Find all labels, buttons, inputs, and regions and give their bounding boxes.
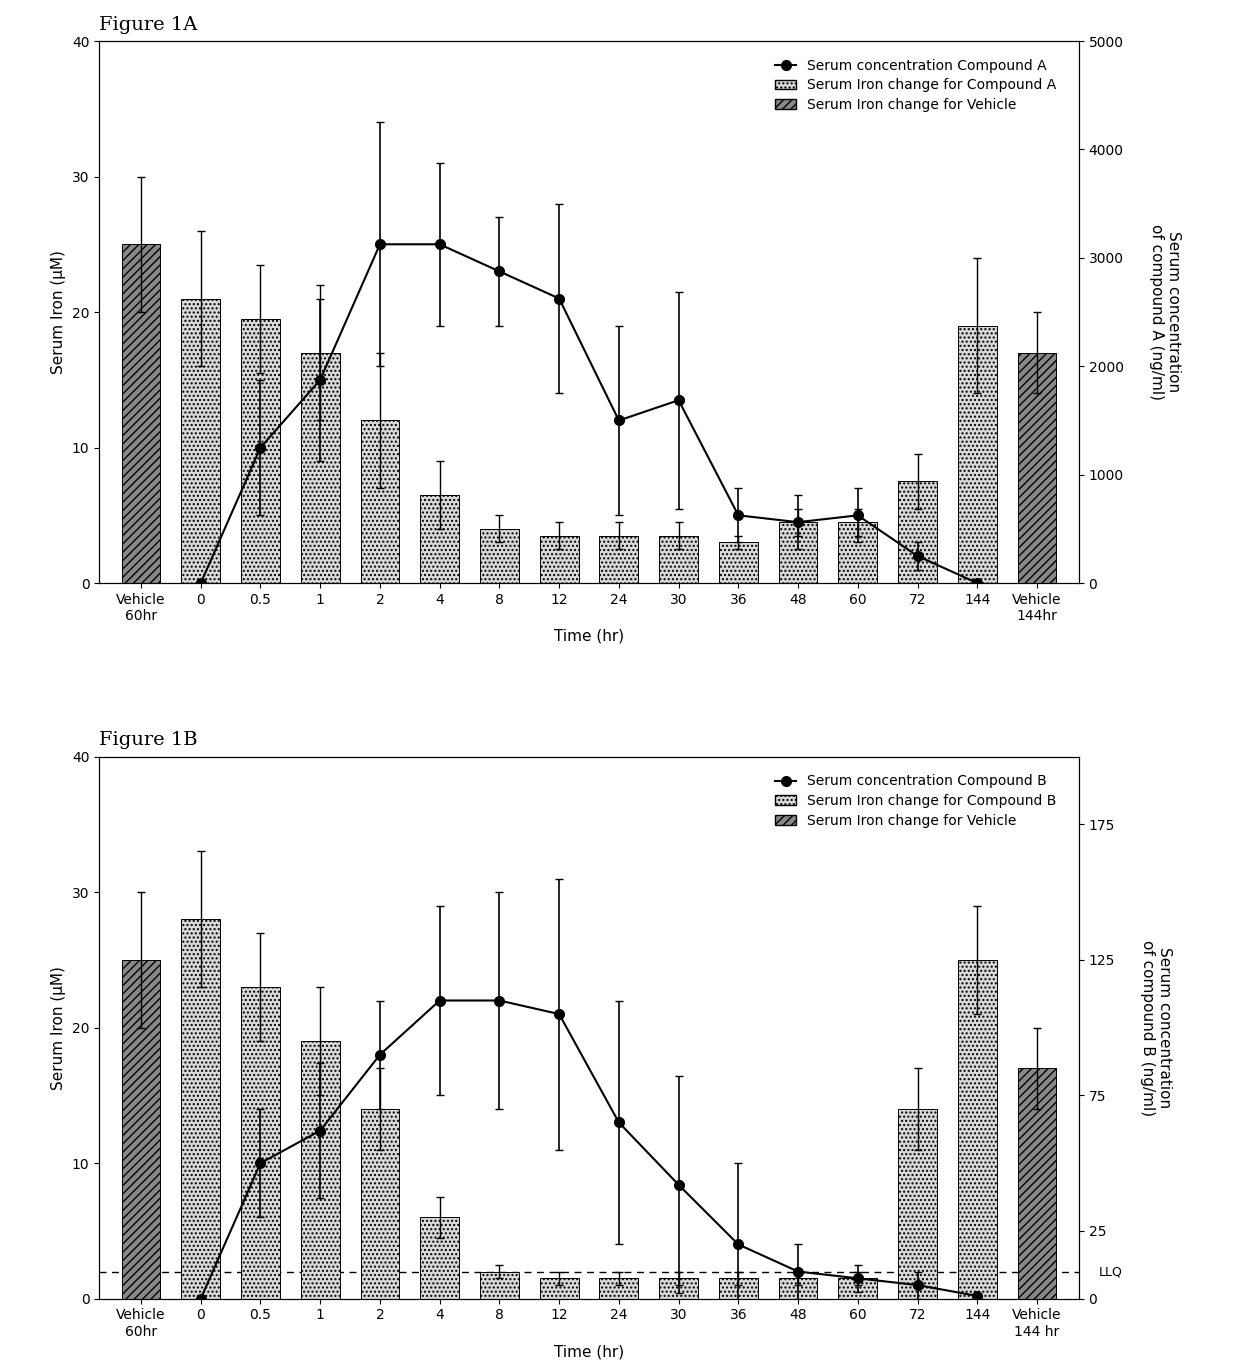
Bar	[898, 481, 937, 584]
Bar	[420, 495, 459, 584]
Bar	[957, 325, 997, 584]
Bar	[660, 1278, 698, 1299]
Bar	[1018, 353, 1056, 584]
Legend: Serum concentration Compound B, Serum Iron change for Compound B, Serum Iron cha: Serum concentration Compound B, Serum Ir…	[770, 768, 1061, 833]
Bar	[480, 1271, 518, 1299]
Bar	[719, 1278, 758, 1299]
Bar	[898, 1109, 937, 1299]
Bar	[301, 353, 340, 584]
Y-axis label: Serum Iron (μM): Serum Iron (μM)	[51, 965, 66, 1089]
Bar	[181, 298, 221, 584]
Bar	[301, 1042, 340, 1299]
Bar	[838, 1278, 877, 1299]
Bar	[779, 522, 817, 584]
Bar	[660, 536, 698, 584]
Legend: Serum concentration Compound A, Serum Iron change for Compound A, Serum Iron cha: Serum concentration Compound A, Serum Ir…	[770, 53, 1061, 118]
Bar	[420, 1218, 459, 1299]
Text: LLQ: LLQ	[1099, 1264, 1122, 1278]
Bar	[181, 919, 221, 1299]
Bar	[779, 1278, 817, 1299]
Bar	[241, 987, 280, 1299]
Bar	[838, 522, 877, 584]
X-axis label: Time (hr): Time (hr)	[554, 629, 624, 644]
Bar	[599, 536, 639, 584]
Text: Figure 1B: Figure 1B	[99, 731, 198, 749]
X-axis label: Time (hr): Time (hr)	[554, 1344, 624, 1359]
Y-axis label: Serum Iron (μM): Serum Iron (μM)	[51, 250, 66, 375]
Bar	[241, 319, 280, 584]
Y-axis label: Serum concentration
of compound B (ng/ml): Serum concentration of compound B (ng/ml…	[1140, 939, 1172, 1115]
Bar	[539, 1278, 579, 1299]
Bar	[539, 536, 579, 584]
Bar	[719, 543, 758, 584]
Bar	[361, 1109, 399, 1299]
Text: Figure 1A: Figure 1A	[99, 16, 197, 34]
Y-axis label: Serum concentration
of compound A (ng/ml): Serum concentration of compound A (ng/ml…	[1148, 224, 1180, 401]
Bar	[122, 245, 160, 584]
Bar	[122, 960, 160, 1299]
Bar	[361, 421, 399, 584]
Bar	[957, 960, 997, 1299]
Bar	[480, 529, 518, 584]
Bar	[599, 1278, 639, 1299]
Bar	[1018, 1068, 1056, 1299]
